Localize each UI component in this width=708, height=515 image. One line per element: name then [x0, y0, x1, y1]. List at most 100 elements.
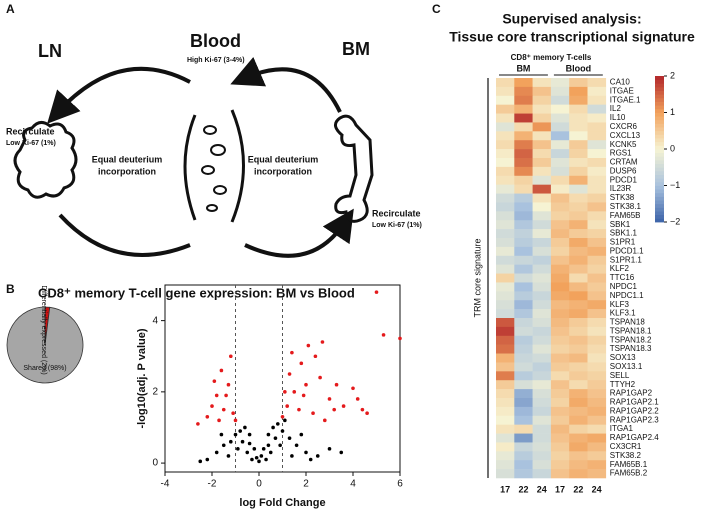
heat-cell: [532, 122, 552, 132]
heat-cell: [532, 166, 552, 177]
heat-cell: [532, 175, 552, 185]
heat-cell: [587, 451, 607, 461]
heat-cell: [550, 291, 570, 301]
label: Low Ki-67 (1%): [372, 222, 422, 229]
heat-cell: [550, 193, 570, 203]
heat-cell: [569, 380, 588, 390]
heat-cell: [587, 291, 607, 301]
row-label: PDCD1.1: [610, 246, 644, 255]
heat-cell: [496, 353, 515, 363]
heat-cell: [550, 229, 570, 239]
heat-cell: [496, 193, 515, 203]
heat-cell: [587, 113, 607, 123]
col-label: 24: [592, 484, 602, 494]
row-label: SELL: [610, 371, 630, 380]
point: [334, 382, 339, 387]
row-label: TSPAN18.2: [610, 335, 652, 344]
point: [306, 343, 311, 348]
point: [264, 457, 268, 462]
heat-cell: [550, 149, 570, 159]
heat-cell: [587, 184, 607, 194]
heat-cell: [569, 184, 588, 194]
group-label: Blood: [566, 63, 592, 73]
chart-title: Tissue core transcriptional signature: [449, 29, 695, 45]
heat-cell: [532, 113, 552, 123]
heat-cell: [569, 424, 588, 434]
heat-cell: [587, 202, 607, 212]
heat-cell: [569, 229, 588, 239]
label: B: [6, 282, 15, 296]
heat-cell: [532, 398, 552, 408]
heat-cell: [550, 95, 570, 105]
heat-cell: [532, 158, 552, 168]
heat-cell: [569, 353, 588, 363]
point: [285, 404, 290, 408]
heat-cell: [550, 389, 570, 399]
heat-cell: [514, 238, 533, 248]
heat-cell: [514, 95, 533, 105]
col-label: 22: [518, 484, 528, 494]
row-label: FAM65B: [610, 211, 641, 220]
row-label: ITGA1: [610, 424, 634, 433]
heat-cell: [587, 273, 607, 283]
colorbar-step: [655, 211, 664, 216]
heat-cell: [496, 202, 515, 212]
heat-cell: [514, 344, 533, 354]
colorbar-step: [655, 196, 664, 201]
heat-cell: [496, 309, 515, 319]
heat-cell: [514, 451, 533, 461]
point: [339, 450, 344, 455]
heat-cell: [496, 442, 515, 452]
point: [304, 450, 308, 455]
x-tick-label: -4: [161, 479, 170, 490]
heat-cell: [550, 433, 570, 443]
heat-cell: [550, 158, 570, 168]
point: [355, 397, 360, 401]
heat-cell: [496, 469, 515, 479]
row-label: NPDC1.1: [610, 291, 644, 300]
heat-cell: [514, 362, 533, 372]
pie-slice: [6, 306, 84, 384]
heat-cell: [496, 255, 515, 265]
point: [360, 407, 365, 412]
point: [236, 447, 240, 451]
heat-cell: [496, 104, 515, 114]
heat-cell: [569, 469, 588, 479]
point: [245, 450, 250, 455]
point: [219, 368, 224, 373]
point: [276, 422, 280, 426]
row-label: KCNK5: [610, 140, 637, 149]
heat-cell: [532, 335, 552, 345]
point: [247, 441, 252, 446]
point: [271, 425, 275, 430]
heat-cell: [514, 380, 533, 390]
row-label: IL23R: [610, 184, 632, 193]
heat-cell: [550, 353, 570, 363]
heat-cell: [532, 264, 552, 274]
heat-cell: [587, 433, 607, 443]
point: [283, 418, 287, 423]
heat-cell: [569, 86, 588, 97]
point: [247, 432, 252, 437]
heat-cell: [569, 122, 588, 132]
heat-cell: [532, 78, 552, 88]
label: Equal deuterium: [248, 154, 319, 164]
heat-cell: [550, 371, 570, 381]
heat-cell: [550, 326, 570, 337]
heat-cell: [514, 309, 533, 319]
colorbar-label: 1: [670, 107, 675, 117]
point: [341, 404, 346, 408]
point: [308, 457, 313, 462]
heat-cell: [587, 371, 607, 381]
point: [210, 404, 214, 408]
heat-cell: [550, 78, 570, 88]
row-label: STK38: [610, 193, 635, 202]
heat-cell: [550, 398, 570, 408]
heat-cell: [532, 229, 552, 239]
heat-cell: [587, 78, 607, 88]
heat-cell: [569, 175, 588, 185]
point: [243, 425, 247, 430]
heat-cell: [514, 220, 533, 230]
heat-cell: [532, 149, 552, 159]
label: C: [432, 2, 441, 16]
